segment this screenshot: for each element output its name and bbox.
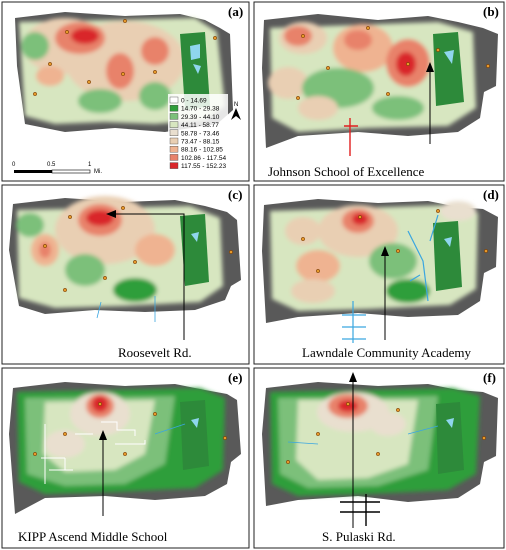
legend-swatch [169,113,179,120]
panel-a-frame [1,1,250,182]
panel-c-caption: Roosevelt Rd. [118,345,192,360]
panel-b-letter: (b) [483,4,499,19]
panel-f-map [262,382,498,506]
panel-c-frame [1,184,250,365]
north-arrow-icon: N [231,102,241,120]
legend-swatch [169,154,179,161]
legend-swatch [169,137,179,145]
panel-f-letter: (f) [483,370,496,385]
panel-e-map [9,382,241,514]
panel-f-frame [253,367,505,549]
arrow-c [106,210,185,340]
legend-label: 88.16 - 102.85 [181,147,223,154]
legend-swatch [169,129,179,137]
panel-a-letter: (a) [228,4,243,19]
legend-label: 102.86 - 117.54 [181,155,226,162]
legend-label: 44.11 - 58.77 [181,122,219,129]
legend-swatch [169,162,179,169]
legend-label: 73.47 - 88.15 [181,139,220,146]
panel-b-map [262,14,498,156]
arrow-f-head [349,372,357,382]
panel-b-frame [253,1,505,182]
panel-b-caption: Johnson School of Excellence [268,164,425,179]
arrow-f [340,376,380,528]
panel-e-letter: (e) [228,370,242,385]
scale-label-1: 1 [88,162,92,168]
legend-swatch [169,104,179,112]
legend-label: 58.78 - 73.46 [181,130,220,137]
legend-label: 29.39 - 44.10 [181,114,220,121]
arrow-b [426,62,434,144]
panel-e-caption: KIPP Ascend Middle School [18,529,168,544]
legend-label: 14.70 - 29.38 [181,106,220,113]
panel-d-map [262,199,498,343]
panel-c-map [9,196,241,322]
scale-unit: Mi. [94,169,102,175]
legend-label: 117.55 - 152.23 [181,163,226,170]
panel-c-letter: (c) [228,187,242,202]
arrow-d [381,246,389,340]
legend-label: 0 - 14.69 [181,98,207,105]
panel-d-frame [253,184,505,365]
scale-bar: 0 0.5 1 Mi. [12,162,102,175]
north-label: N [234,102,238,108]
scale-label-half: 0.5 [47,162,56,168]
scale-label-0: 0 [12,162,16,168]
panel-e-frame [1,367,250,549]
panel-d-letter: (d) [483,187,499,202]
legend-swatch [169,145,179,153]
panel-d-caption: Lawndale Community Academy [302,345,471,360]
legend-swatch [169,96,179,104]
legend-swatch [169,121,179,128]
arrow-e [99,430,107,516]
panel-f-caption: S. Pulaski Rd. [322,529,396,544]
